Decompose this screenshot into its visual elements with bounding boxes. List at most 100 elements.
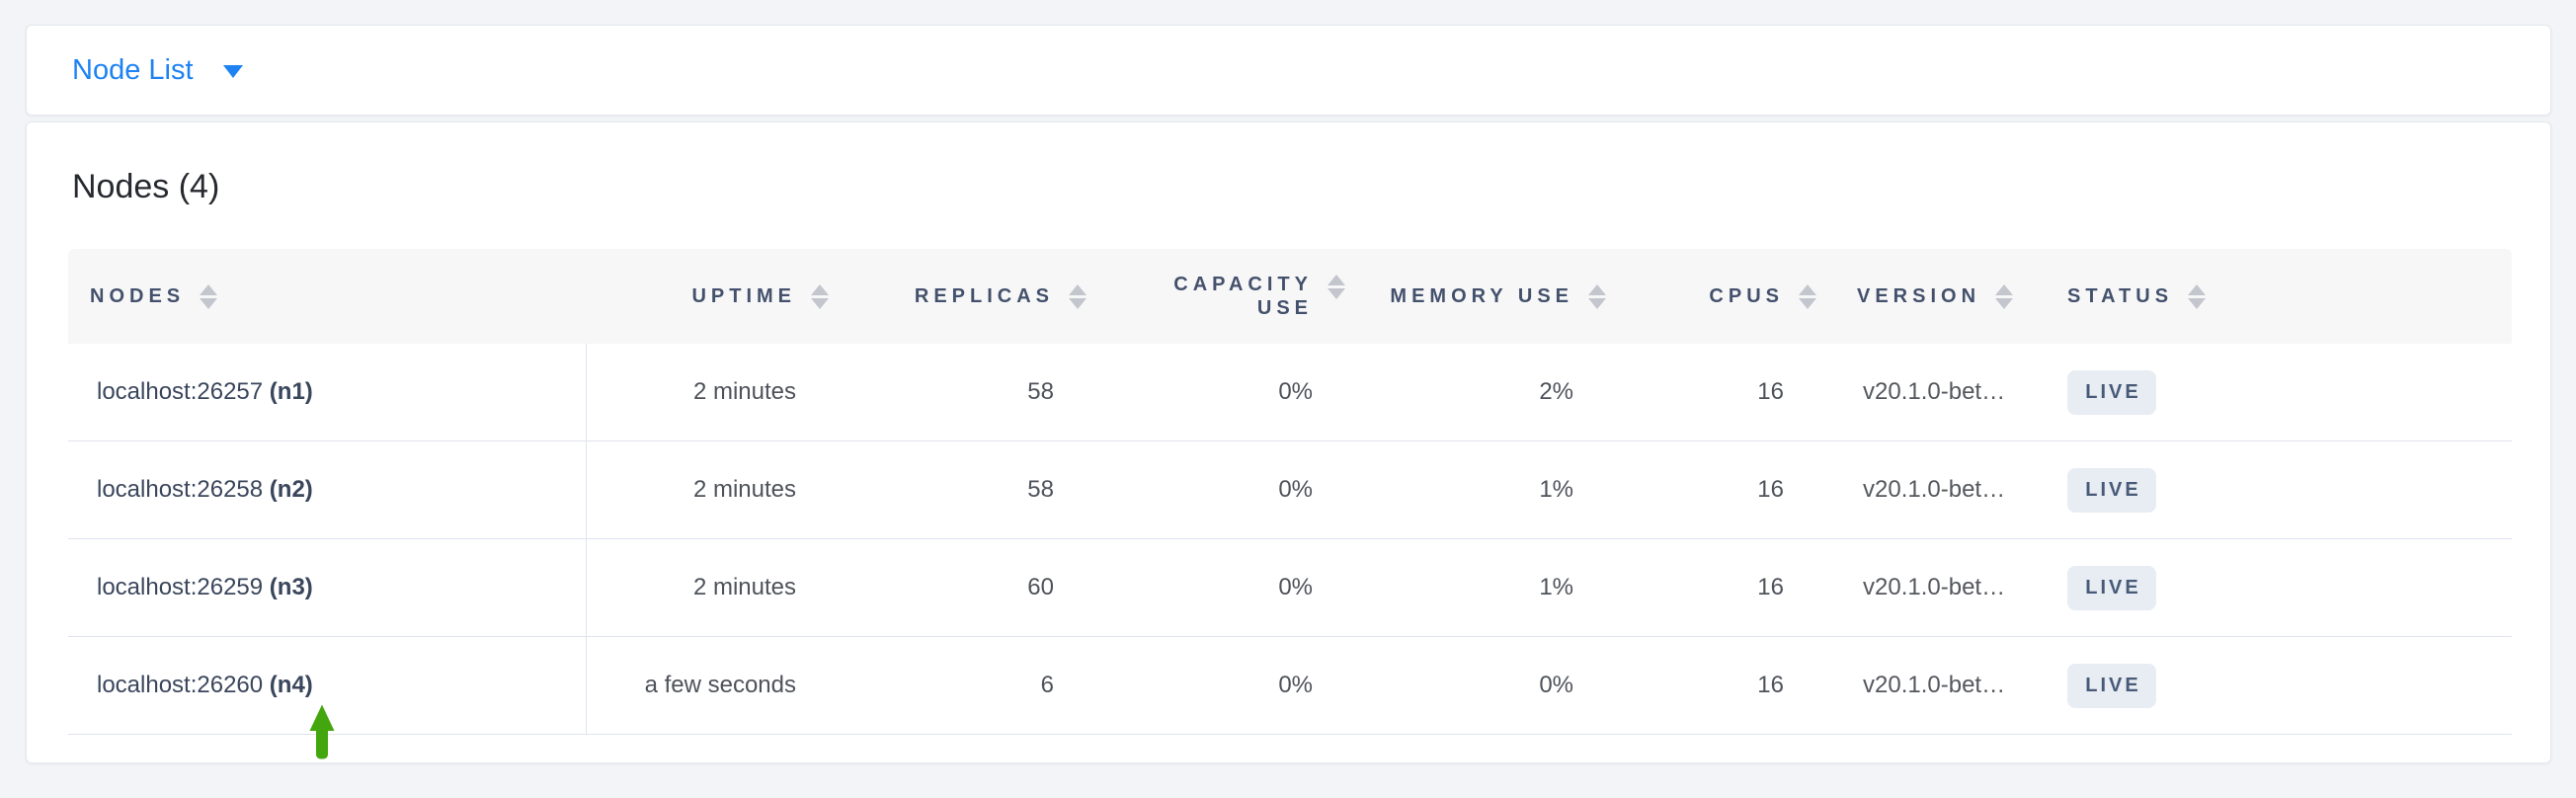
node-address: localhost:26258 — [97, 476, 270, 503]
column-header-nodes[interactable]: NODES — [68, 249, 586, 344]
column-label-version: VERSION — [1857, 285, 1981, 307]
memory-use-cell: 1% — [1350, 440, 1611, 539]
green-up-arrow-annotation — [309, 704, 335, 759]
sort-down-triangle — [200, 297, 218, 309]
memory-use-cell: 2% — [1350, 344, 1611, 441]
status-badge: LIVE — [2067, 565, 2156, 610]
replicas-cell: 60 — [834, 538, 1091, 637]
capacity-use-cell: 0% — [1091, 440, 1350, 539]
node-id: (n1) — [269, 378, 313, 405]
sort-up-triangle — [1995, 283, 2014, 295]
column-header-content: VERSION — [1821, 283, 2044, 309]
column-header-content: CPUS — [1611, 283, 1821, 309]
node-id: (n4) — [269, 672, 313, 698]
node-row[interactable]: localhost:26259 (n3) 2 minutes 60 0% 1% 16 v20… — [68, 538, 2512, 637]
column-label-replicas: REPLICAS — [914, 285, 1054, 307]
view-selector-bar: Node List — [26, 25, 2551, 116]
view-selector-dropdown[interactable]: Node List — [72, 53, 243, 86]
sort-up-triangle — [1328, 275, 1345, 285]
column-label-capacity: CAPACITY USE — [1173, 274, 1313, 319]
sort-down-triangle — [1328, 288, 1345, 299]
status-cell: LIVE — [2044, 440, 2512, 539]
cpus-cell: 16 — [1611, 538, 1821, 637]
chevron-down-icon — [222, 65, 243, 78]
sort-icon — [199, 283, 218, 309]
replicas-cell: 6 — [834, 636, 1091, 735]
sort-up-triangle — [200, 283, 218, 295]
cpus-cell: 16 — [1611, 440, 1821, 539]
sort-icon — [1327, 275, 1346, 299]
node-address: localhost:26257 — [97, 378, 270, 405]
sort-icon — [1068, 283, 1087, 309]
node-address: localhost:26260 — [97, 672, 270, 698]
version-cell: v20.1.0-bet… — [1821, 538, 2044, 637]
node-address-cell[interactable]: localhost:26259 (n3) — [68, 538, 587, 637]
sort-down-triangle — [2188, 297, 2207, 309]
memory-use-cell: 1% — [1350, 538, 1611, 637]
column-header-content: UPTIME — [586, 283, 834, 309]
column-header-version[interactable]: VERSION — [1821, 249, 2044, 344]
version-cell: v20.1.0-bet… — [1821, 440, 2044, 539]
capacity-use-cell: 0% — [1091, 636, 1350, 735]
column-header-uptime[interactable]: UPTIME — [586, 249, 834, 344]
column-header-content: STATUS — [2044, 283, 2512, 309]
status-cell: LIVE — [2044, 344, 2512, 441]
column-header-content: REPLICAS — [834, 283, 1091, 309]
column-header-replicas[interactable]: REPLICAS — [834, 249, 1091, 344]
uptime-cell: 2 minutes — [586, 440, 834, 539]
page-title: Nodes (4) — [72, 168, 220, 205]
node-row[interactable]: localhost:26258 (n2) 2 minutes 58 0% 1% 16 v20… — [68, 440, 2512, 539]
column-label-uptime: UPTIME — [691, 285, 796, 307]
column-header-content: MEMORY USE — [1350, 283, 1611, 309]
node-address-cell[interactable]: localhost:26258 (n2) — [68, 440, 587, 539]
node-row[interactable]: localhost:26257 (n1) 2 minutes 58 0% 2% 16 v20… — [68, 344, 2512, 441]
memory-use-cell: 0% — [1350, 636, 1611, 735]
node-row[interactable]: localhost:26260 (n4) a few seconds 6 0% 0% 16… — [68, 636, 2512, 735]
status-cell: LIVE — [2044, 538, 2512, 637]
sort-down-triangle — [1588, 297, 1606, 309]
column-header-memory[interactable]: MEMORY USE — [1350, 249, 1611, 344]
sort-up-triangle — [1588, 283, 1606, 295]
status-cell: LIVE — [2044, 636, 2512, 735]
sort-icon — [1994, 283, 2014, 309]
sort-icon — [2187, 283, 2207, 309]
uptime-cell: 2 minutes — [586, 344, 834, 441]
column-header-content: NODES — [68, 283, 586, 309]
view-selector-label: Node List — [72, 53, 194, 86]
replicas-cell: 58 — [834, 440, 1091, 539]
status-badge: LIVE — [2067, 467, 2156, 513]
status-badge: LIVE — [2067, 663, 2156, 708]
sort-down-triangle — [1069, 297, 1087, 309]
capacity-use-cell: 0% — [1091, 538, 1350, 637]
replicas-cell: 58 — [834, 344, 1091, 441]
node-id: (n2) — [269, 476, 313, 503]
column-header-status[interactable]: STATUS — [2044, 249, 2512, 344]
cpus-cell: 16 — [1611, 636, 1821, 735]
sort-up-triangle — [811, 283, 829, 295]
node-address-cell[interactable]: localhost:26257 (n1) — [68, 344, 587, 441]
uptime-cell: a few seconds — [586, 636, 834, 735]
table-body: localhost:26257 (n1) 2 minutes 58 0% 2% 16 v20… — [68, 344, 2512, 735]
sort-icon — [810, 283, 830, 309]
column-label-status: STATUS — [2067, 285, 2174, 307]
status-badge: LIVE — [2067, 369, 2156, 415]
capacity-use-cell: 0% — [1091, 344, 1350, 441]
column-header-capacity[interactable]: CAPACITY USE — [1091, 249, 1350, 344]
sort-up-triangle — [1069, 283, 1087, 295]
column-label-cpus: CPUS — [1709, 285, 1784, 307]
node-table: NODES UPTIME REPLICAS CAPACITY USE MEMORY US… — [68, 249, 2512, 735]
column-header-cpus[interactable]: CPUS — [1611, 249, 1821, 344]
sort-up-triangle — [2188, 283, 2207, 295]
cpus-cell: 16 — [1611, 344, 1821, 441]
column-label-nodes: NODES — [90, 285, 186, 307]
column-label-memory: MEMORY USE — [1390, 285, 1573, 307]
sort-down-triangle — [1995, 297, 2014, 309]
sort-up-triangle — [1799, 283, 1816, 295]
node-address: localhost:26259 — [97, 574, 270, 600]
sort-icon — [1587, 283, 1607, 309]
node-id: (n3) — [269, 574, 313, 600]
version-cell: v20.1.0-bet… — [1821, 636, 2044, 735]
table-header-row: NODES UPTIME REPLICAS CAPACITY USE MEMORY US… — [68, 249, 2512, 344]
nodes-card: Nodes (4) NODES UPTIME REPLICAS CAPACITY US… — [26, 121, 2551, 763]
uptime-cell: 2 minutes — [586, 538, 834, 637]
